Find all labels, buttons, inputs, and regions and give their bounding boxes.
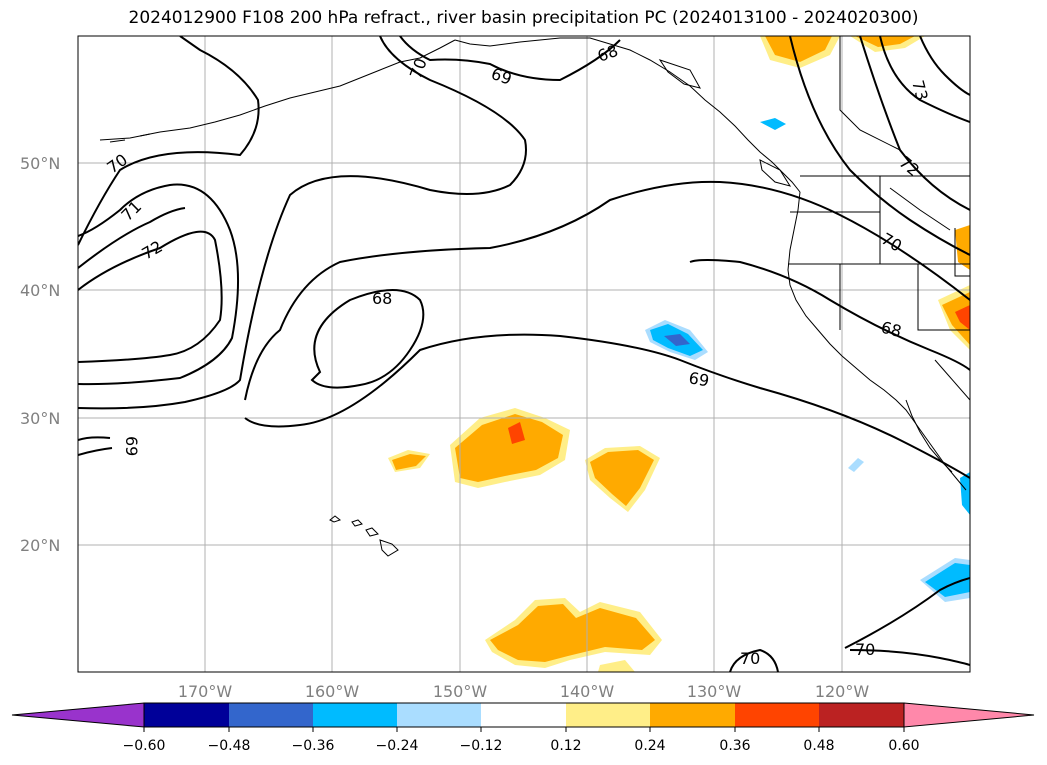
colorbar-tick-label: −0.24 (376, 738, 419, 754)
colorbar-segment (566, 703, 650, 727)
refractivity-contours (78, 36, 970, 672)
colorbar-segment (481, 703, 566, 727)
colorbar-tick-label: 0.24 (634, 738, 665, 754)
colorbar-tick-label: 0.60 (888, 738, 919, 754)
colorbar: −0.60 −0.48 −0.36 −0.24 −0.12 0.12 0.24 … (11, 702, 1035, 754)
colorbar-segment (819, 703, 904, 727)
lon-label-120w: 120°W (815, 682, 870, 701)
colorbar-tick-label: 0.48 (803, 738, 834, 754)
lat-label-30n: 30°N (20, 409, 60, 428)
coastlines (99, 36, 970, 557)
colorbar-segment (735, 703, 819, 727)
lat-label-50n: 50°N (20, 154, 60, 173)
map-background (78, 36, 970, 672)
lat-label-40n: 40°N (20, 281, 60, 300)
lat-label-20n: 20°N (20, 536, 60, 555)
colorbar-tick-label: 0.12 (550, 738, 581, 754)
latitude-labels: 50°N 40°N 30°N 20°N (20, 154, 60, 555)
longitude-labels: 170°W 160°W 150°W 140°W 130°W 120°W (178, 682, 870, 701)
contour-label: 69 (687, 368, 710, 390)
colorbar-segment (229, 703, 313, 727)
colorbar-tick-label: −0.12 (460, 738, 503, 754)
colorbar-segment (313, 703, 397, 727)
colorbar-tick-label: −0.36 (292, 738, 335, 754)
contour-label: 69 (122, 436, 141, 456)
colorbar-tick-label: −0.60 (123, 738, 166, 754)
gridlines (78, 36, 970, 672)
lon-label-160w: 160°W (305, 682, 360, 701)
map-title: 2024012900 F108 200 hPa refract., river … (128, 8, 919, 28)
colorbar-tick-label: −0.48 (208, 738, 251, 754)
lon-label-140w: 140°W (560, 682, 615, 701)
contour-label: 70 (740, 649, 760, 668)
contour-label: 68 (879, 318, 904, 342)
contour-label: 68 (372, 289, 392, 308)
map-frame (77, 35, 971, 673)
precip-anomaly-fills (388, 36, 970, 672)
colorbar-segment (650, 703, 735, 727)
contour-label: 70 (855, 640, 875, 659)
colorbar-segment (397, 703, 481, 727)
contour-label: 73 (908, 78, 932, 103)
lon-label-170w: 170°W (178, 682, 233, 701)
colorbar-tick-label: 0.36 (719, 738, 750, 754)
colorbar-extend-max (903, 702, 1035, 728)
lon-label-150w: 150°W (433, 682, 488, 701)
colorbar-extend-min (11, 702, 145, 728)
colorbar-segment (144, 703, 229, 727)
lon-label-130w: 130°W (687, 682, 742, 701)
